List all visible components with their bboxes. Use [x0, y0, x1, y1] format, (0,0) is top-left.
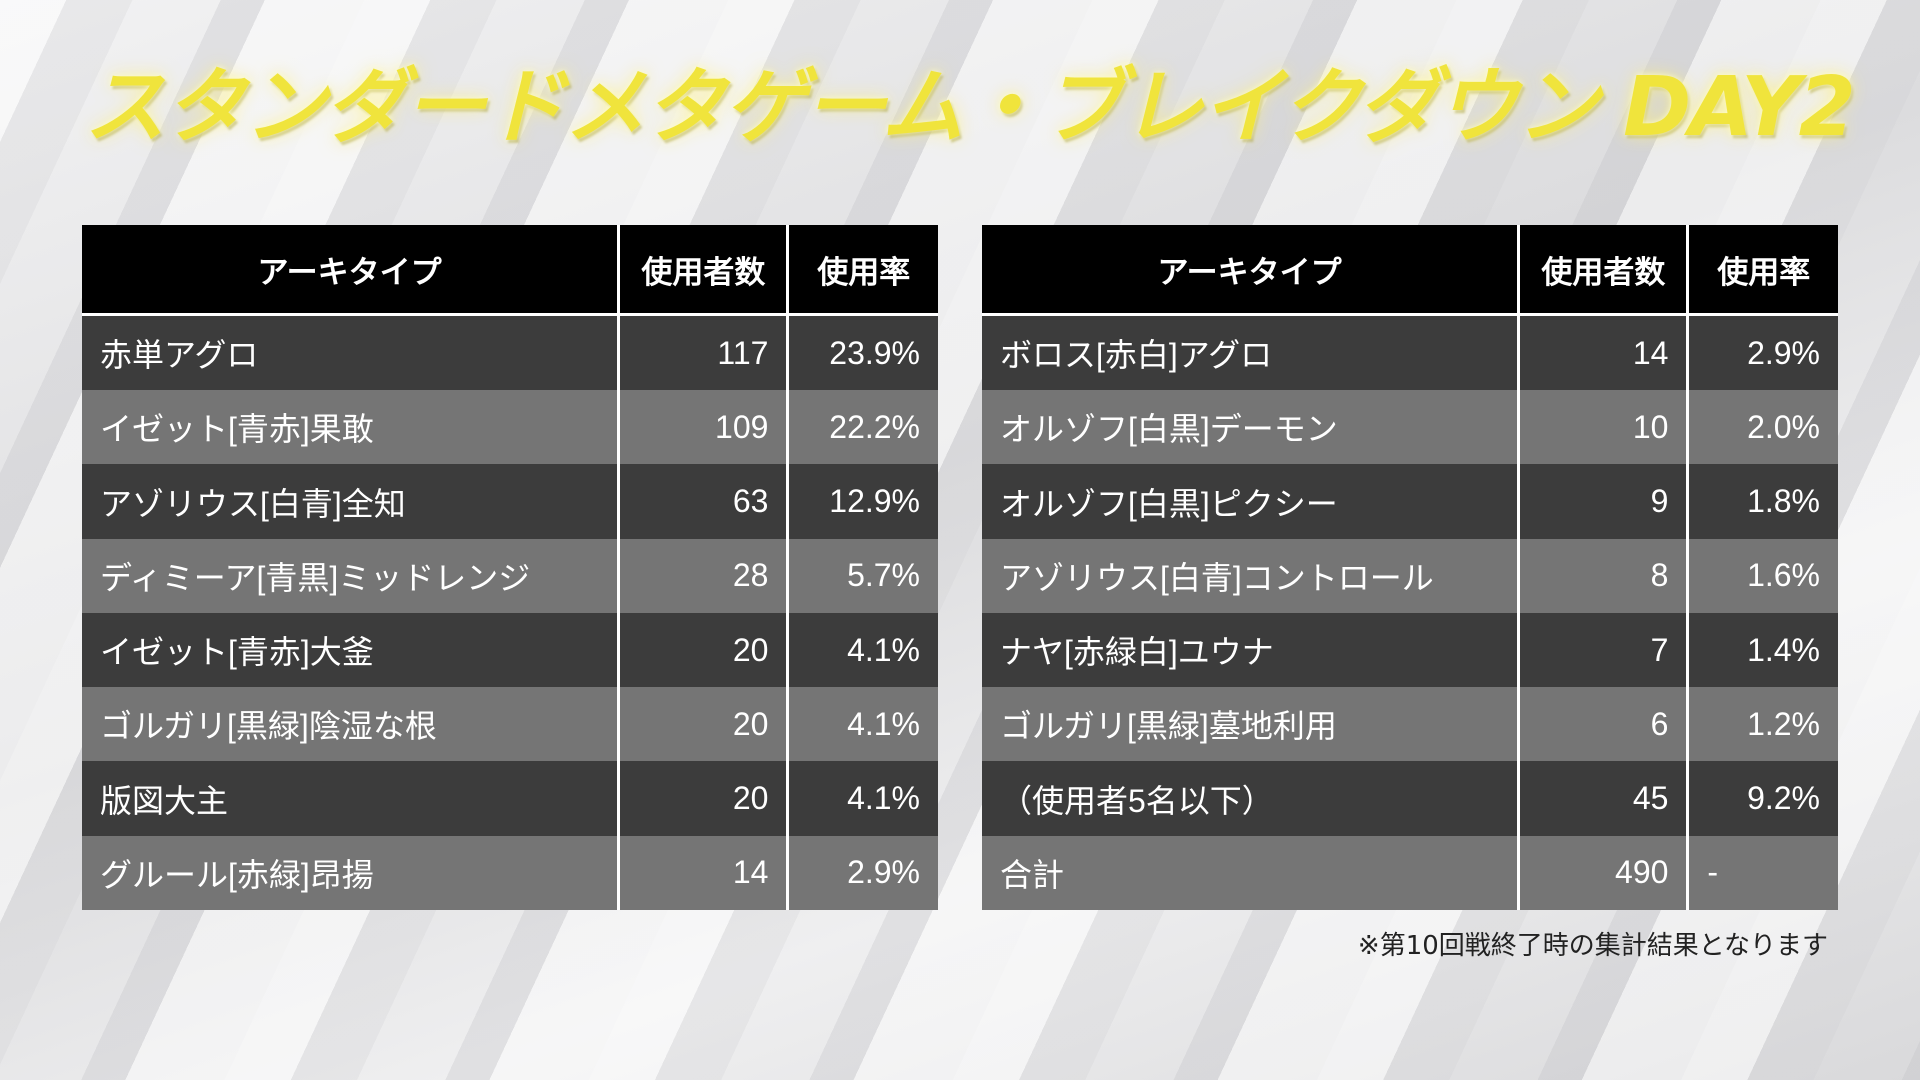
table-row: オルゾフ[白黒]デーモン 10 2.0%	[982, 390, 1838, 465]
archetype-name: アゾリウス[白青]コントロール	[982, 538, 1521, 613]
header-players: 使用者数	[1518, 225, 1690, 316]
usage-rate: 4.1%	[787, 761, 938, 836]
table-header-row: アーキタイプ 使用者数 使用率	[82, 225, 938, 316]
total-usage-rate: -	[1687, 835, 1838, 910]
archetype-name: イゼット[青赤]果敢	[82, 390, 621, 465]
player-count: 20	[618, 687, 790, 762]
table-row: （使用者5名以下） 45 9.2%	[982, 761, 1838, 836]
usage-rate: 2.0%	[1687, 390, 1838, 465]
usage-rate: 23.9%	[787, 314, 938, 391]
table-row: ゴルガリ[黒緑]陰湿な根 20 4.1%	[82, 687, 938, 762]
usage-rate: 5.7%	[787, 538, 938, 613]
table-header-row: アーキタイプ 使用者数 使用率	[982, 225, 1838, 316]
table-row: ゴルガリ[黒緑]墓地利用 6 1.2%	[982, 687, 1838, 762]
player-count: 28	[618, 538, 790, 613]
table-row: グルール[赤緑]昂揚 14 2.9%	[82, 835, 938, 910]
total-player-count: 490	[1518, 835, 1690, 910]
header-players: 使用者数	[618, 225, 790, 316]
archetype-table-right: アーキタイプ 使用者数 使用率 ボロス[赤白]アグロ 14 2.9% オルゾフ[…	[982, 225, 1838, 910]
table-row: ボロス[赤白]アグロ 14 2.9%	[982, 314, 1838, 391]
player-count: 117	[618, 314, 790, 391]
table-row: オルゾフ[白黒]ピクシー 9 1.8%	[982, 464, 1838, 539]
archetype-name: アゾリウス[白青]全知	[82, 464, 621, 539]
header-archetype: アーキタイプ	[982, 225, 1521, 316]
archetype-name: オルゾフ[白黒]デーモン	[982, 390, 1521, 465]
table-row-total: 合計 490 -	[982, 835, 1838, 910]
usage-rate: 1.6%	[1687, 538, 1838, 613]
usage-rate: 2.9%	[787, 835, 938, 910]
player-count: 6	[1518, 687, 1690, 762]
table-row: イゼット[青赤]大釜 20 4.1%	[82, 612, 938, 688]
archetype-name: 赤単アグロ	[82, 314, 621, 391]
archetype-name: ゴルガリ[黒緑]陰湿な根	[82, 687, 621, 762]
table-row: イゼット[青赤]果敢 109 22.2%	[82, 390, 938, 465]
usage-rate: 22.2%	[787, 390, 938, 465]
page-title: スタンダードメタゲーム・ブレイクダウン DAY2	[84, 60, 1856, 155]
archetype-name: ボロス[赤白]アグロ	[982, 314, 1521, 391]
total-label: 合計	[982, 835, 1521, 910]
footnote: ※第10回戦終了時の集計結果となります	[1357, 931, 1828, 961]
usage-rate: 1.2%	[1687, 687, 1838, 762]
header-archetype: アーキタイプ	[82, 225, 621, 316]
usage-rate: 9.2%	[1687, 761, 1838, 836]
table-row: 版図大主 20 4.1%	[82, 761, 938, 836]
archetype-name: イゼット[青赤]大釜	[82, 612, 621, 688]
archetype-name: 版図大主	[82, 761, 621, 836]
header-rate: 使用率	[1687, 225, 1838, 316]
archetype-table-left: アーキタイプ 使用者数 使用率 赤単アグロ 117 23.9% イゼット[青赤]…	[82, 225, 938, 910]
player-count: 109	[618, 390, 790, 465]
archetype-name: ゴルガリ[黒緑]墓地利用	[982, 687, 1521, 762]
archetype-name: （使用者5名以下）	[982, 761, 1521, 836]
usage-rate: 2.9%	[1687, 314, 1838, 391]
archetype-name: ナヤ[赤緑白]ユウナ	[982, 612, 1521, 688]
usage-rate: 1.8%	[1687, 464, 1838, 539]
table-row: ナヤ[赤緑白]ユウナ 7 1.4%	[982, 612, 1838, 688]
archetype-name: グルール[赤緑]昂揚	[82, 835, 621, 910]
player-count: 20	[618, 761, 790, 836]
usage-rate: 12.9%	[787, 464, 938, 539]
usage-rate: 4.1%	[787, 612, 938, 688]
player-count: 8	[1518, 538, 1690, 613]
header-rate: 使用率	[787, 225, 938, 316]
archetype-name: オルゾフ[白黒]ピクシー	[982, 464, 1521, 539]
usage-rate: 4.1%	[787, 687, 938, 762]
player-count: 7	[1518, 612, 1690, 688]
table-row: アゾリウス[白青]コントロール 8 1.6%	[982, 538, 1838, 613]
archetype-name: ディミーア[青黒]ミッドレンジ	[82, 538, 621, 613]
player-count: 20	[618, 612, 790, 688]
table-row: ディミーア[青黒]ミッドレンジ 28 5.7%	[82, 538, 938, 613]
player-count: 9	[1518, 464, 1690, 539]
player-count: 63	[618, 464, 790, 539]
table-row: アゾリウス[白青]全知 63 12.9%	[82, 464, 938, 539]
player-count: 10	[1518, 390, 1690, 465]
usage-rate: 1.4%	[1687, 612, 1838, 688]
player-count: 14	[1518, 314, 1690, 391]
player-count: 45	[1518, 761, 1690, 836]
table-row: 赤単アグロ 117 23.9%	[82, 314, 938, 391]
player-count: 14	[618, 835, 790, 910]
